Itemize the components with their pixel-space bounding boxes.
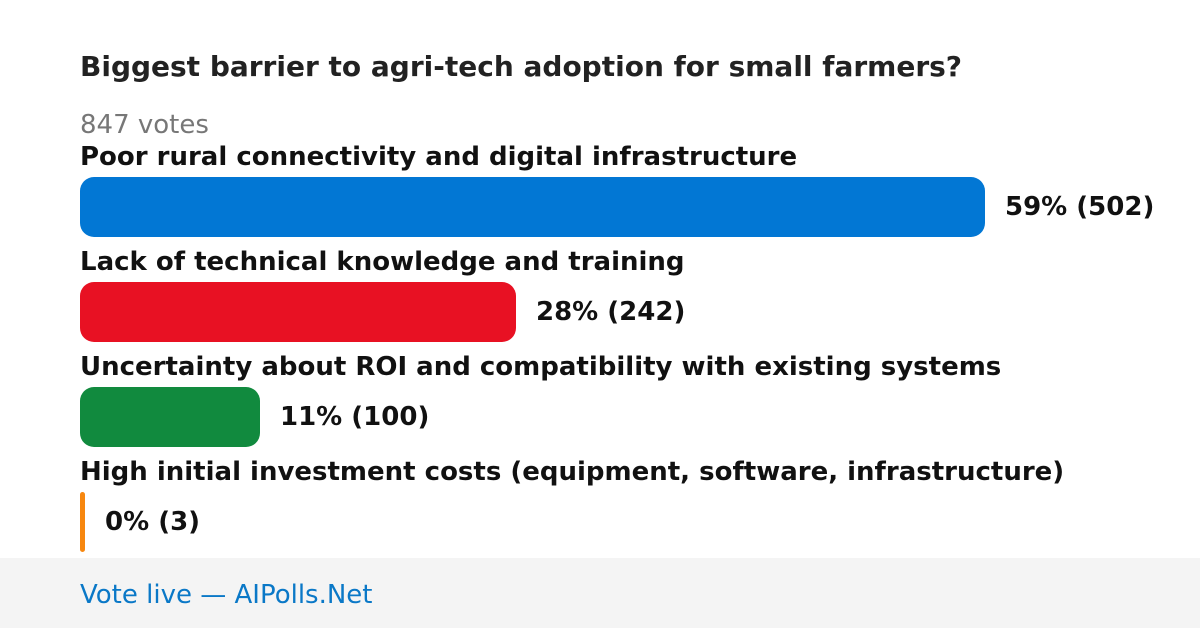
result-percent: 11% (100) [280,402,430,432]
option-label: Lack of technical knowledge and training [80,247,685,277]
result-bar [80,282,516,342]
result-percent: 59% (502) [1005,192,1155,222]
result-percent: 28% (242) [536,297,686,327]
result-bar [80,177,985,237]
result-bar [80,387,260,447]
vote-live-link[interactable]: Vote live — AIPolls.Net [80,580,373,610]
footer: Vote live — AIPolls.Net [0,558,1200,628]
option-label: Uncertainty about ROI and compatibility … [80,352,1002,382]
poll-question: Biggest barrier to agri-tech adoption fo… [80,50,963,83]
poll-option-2[interactable]: Uncertainty about ROI and compatibility … [80,352,1180,452]
vote-count: 847 votes [80,110,209,140]
option-label: Poor rural connectivity and digital infr… [80,142,798,172]
result-bar [80,492,85,552]
poll-option-0[interactable]: Poor rural connectivity and digital infr… [80,142,1180,242]
option-label: High initial investment costs (equipment… [80,457,1065,487]
poll-option-3[interactable]: High initial investment costs (equipment… [80,457,1180,557]
result-percent: 0% (3) [105,507,201,537]
poll-option-1[interactable]: Lack of technical knowledge and training… [80,247,1180,347]
